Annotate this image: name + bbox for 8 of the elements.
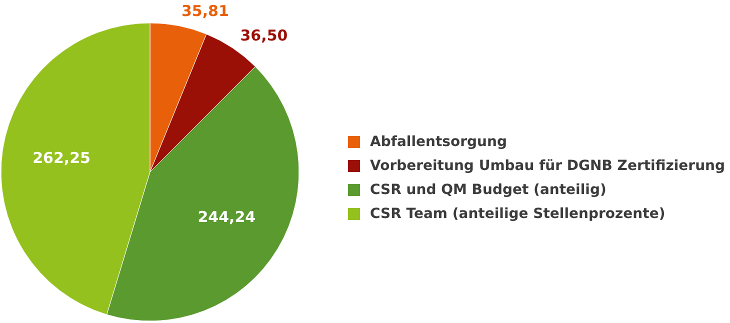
legend-label: CSR Team (anteilige Stellenprozente) — [370, 206, 666, 222]
legend-label: Vorbereitung Umbau für DGNB Zertifizierung — [370, 158, 726, 174]
data-label: 35,81 — [181, 2, 229, 20]
data-label: 262,25 — [32, 148, 91, 167]
legend-label: CSR und QM Budget (anteilig) — [370, 182, 606, 198]
data-label: 244,24 — [198, 208, 256, 226]
data-label: 36,50 — [240, 26, 288, 44]
legend-label: Abfallentsorgung — [370, 134, 507, 150]
